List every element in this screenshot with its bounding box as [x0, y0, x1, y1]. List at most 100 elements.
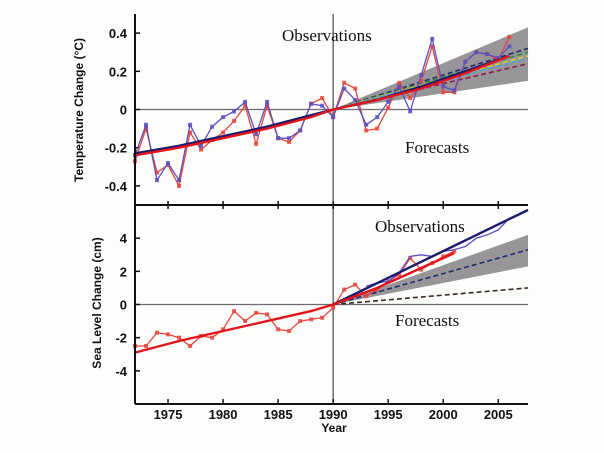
sea-projection-band: [333, 234, 528, 305]
temp-data-point: [386, 99, 391, 104]
temp-data-point: [276, 136, 281, 141]
temp-data-point: [397, 84, 402, 89]
temp-data-point: [375, 115, 380, 120]
sea-y-tick-label: -4: [115, 364, 127, 379]
sea-trend-red: [134, 252, 455, 354]
sea-data-point: [188, 343, 193, 348]
temp-data-point: [474, 50, 479, 55]
temp-data-point: [331, 115, 336, 120]
temp-data-point: [342, 86, 347, 91]
temp-data-point: [155, 170, 160, 175]
temp-data-point: [507, 44, 512, 49]
temp-data-point: [221, 115, 226, 120]
temp-data-point: [221, 130, 226, 135]
sea-data-point: [232, 309, 237, 314]
temp-y-tick-label: 0: [120, 103, 127, 118]
temp-data-point: [441, 84, 446, 89]
temp-data-point: [430, 44, 435, 49]
temp-data-point: [342, 80, 347, 85]
temp-data-point: [485, 52, 490, 57]
temp-data-point: [430, 36, 435, 41]
bottom-observations-label: Observations: [375, 217, 465, 236]
sea-data-point: [408, 256, 413, 261]
sea-y-tick-label: 0: [120, 298, 127, 313]
temp-data-point: [287, 136, 292, 141]
temperature-panel: 0.4 0.2 0 -0.2 -0.4: [105, 14, 529, 205]
sea-data-point: [397, 272, 402, 277]
temp-data-point: [408, 96, 413, 101]
x-tick-label: 1995: [374, 407, 403, 422]
temp-data-point: [144, 126, 149, 131]
sea-data-point: [254, 310, 259, 315]
sea-data-point: [221, 327, 226, 332]
sea-level-panel: 4 2 0 -2 -4: [115, 205, 529, 404]
temp-data-point: [419, 73, 424, 78]
temp-data-point: [243, 103, 248, 108]
temp-data-point: [353, 97, 358, 102]
temp-y-tick-label: -0.4: [105, 179, 128, 194]
temp-data-point: [254, 132, 259, 137]
sea-data-point: [298, 319, 303, 324]
temp-data-point: [386, 105, 391, 110]
temp-data-point: [309, 101, 314, 106]
sea-y-tick-label: -2: [115, 331, 127, 346]
sea-data-point: [177, 335, 182, 340]
x-axis-title: Year: [321, 421, 347, 435]
temp-data-point: [265, 103, 270, 108]
bottom-forecasts-label: Forecasts: [395, 311, 459, 330]
sea-data-point: [210, 335, 215, 340]
temp-data-point: [496, 55, 501, 60]
temp-projection-band: [333, 27, 528, 110]
x-tick-label: 1975: [154, 407, 183, 422]
temp-data-point: [188, 130, 193, 135]
temp-data-point: [298, 128, 303, 133]
x-tick-label: 2000: [429, 407, 458, 422]
sea-data-point: [419, 267, 424, 272]
sea-data-point: [287, 329, 292, 334]
temp-data-point: [320, 103, 325, 108]
sea-data-point: [243, 319, 248, 324]
sea-y-tick-label: 4: [120, 231, 128, 246]
temp-y-tick-label: 0.2: [109, 64, 127, 79]
temp-data-point: [177, 183, 182, 188]
x-tick-label: 1980: [209, 407, 238, 422]
sea-data-point: [441, 254, 446, 259]
sea-data-point: [276, 327, 281, 332]
temp-data-point: [210, 124, 215, 129]
temp-data-point: [353, 86, 358, 91]
sea-data-point: [342, 287, 347, 292]
temp-data-point: [155, 178, 160, 183]
temp-data-point: [243, 99, 248, 104]
sea-data-point: [331, 305, 336, 310]
temp-data-point: [144, 122, 149, 127]
temp-data-point: [232, 109, 237, 114]
temp-data-point: [199, 143, 204, 148]
temp-y-tick-label: -0.2: [105, 141, 127, 156]
sea-y-tick-label: 2: [120, 264, 127, 279]
x-tick-label: 2005: [484, 407, 513, 422]
temp-data-point: [265, 99, 270, 104]
temp-data-point: [452, 88, 457, 93]
temp-data-point: [375, 126, 380, 131]
top-observations-label: Observations: [282, 26, 372, 45]
sea-data-point: [166, 332, 171, 337]
temp-y-tick-label: 0.4: [109, 26, 128, 41]
temp-trend-red: [134, 54, 510, 157]
sea-projection-low: [333, 287, 529, 306]
temp-data-point: [364, 122, 369, 127]
sea-data-point: [144, 343, 149, 348]
sea-data-point: [452, 249, 457, 254]
temp-data-point: [166, 160, 171, 165]
temp-data-point: [419, 78, 424, 83]
sea-data-point: [375, 287, 380, 292]
temp-data-point: [441, 90, 446, 95]
chart-frame: 1975 1980 1985 1990 1995 2000 2005: [134, 14, 528, 422]
temp-data-point: [287, 139, 292, 144]
temp-data-point: [463, 59, 468, 64]
sea-trend-blue: [332, 208, 529, 306]
temp-data-point: [320, 96, 325, 101]
top-forecasts-label: Forecasts: [405, 138, 469, 157]
temp-data-point: [254, 141, 259, 146]
temp-data-point: [199, 147, 204, 152]
